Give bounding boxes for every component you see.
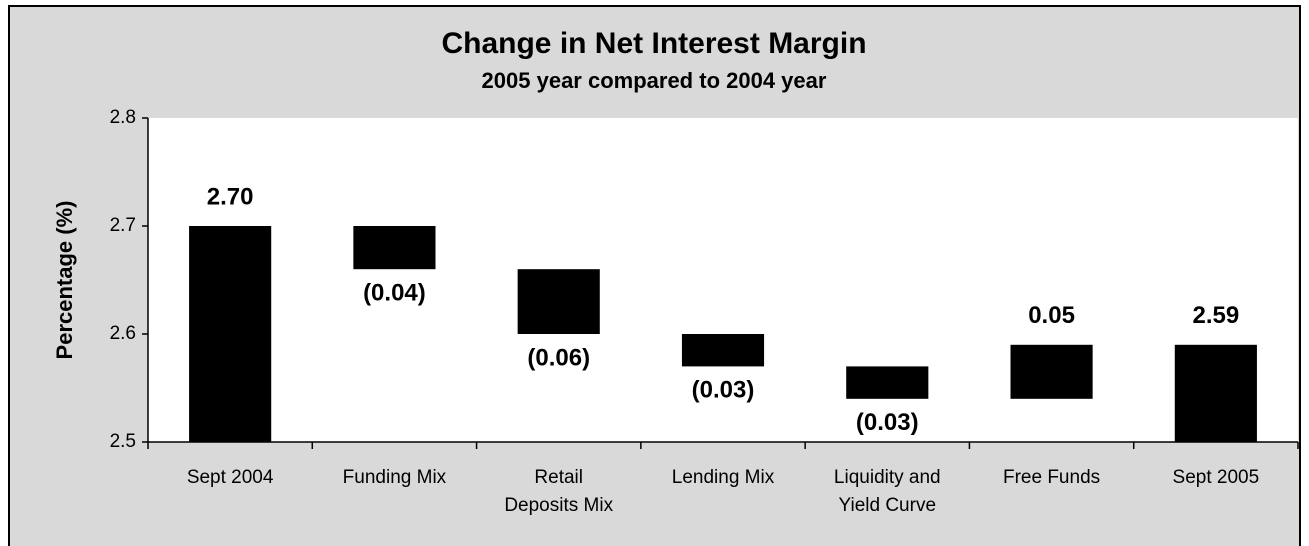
bar: [517, 269, 600, 334]
x-tick-label: Funding Mix: [342, 467, 447, 488]
y-tick-label: 2.5: [110, 431, 136, 452]
value-label: 2.59: [1192, 302, 1239, 329]
x-tick-label: Sept 2004: [186, 467, 274, 488]
bar: [353, 226, 436, 270]
y-tick-label: 2.7: [110, 215, 136, 236]
value-label: (0.03): [692, 377, 755, 404]
value-label: (0.03): [856, 409, 919, 436]
bar: [681, 334, 765, 367]
chart-title: Change in Net Interest Margin: [441, 27, 866, 60]
bar: [1174, 344, 1257, 442]
y-axis-label: Percentage (%): [52, 201, 77, 360]
chart-subtitle: 2005 year compared to 2004 year: [482, 68, 827, 93]
x-tick-label: Lending Mix: [671, 467, 775, 488]
value-label: 0.05: [1028, 302, 1075, 329]
bar: [189, 226, 272, 442]
bar: [846, 366, 929, 399]
x-tick-label: Free Funds: [1002, 467, 1101, 488]
value-label: 2.70: [207, 183, 254, 210]
plot-area: [148, 118, 1298, 442]
y-tick-label: 2.8: [110, 107, 136, 128]
value-label: (0.04): [363, 280, 426, 307]
bar: [1010, 344, 1093, 399]
y-tick-label: 2.6: [110, 323, 136, 344]
x-tick-label: Liquidity and Yield Curve: [833, 467, 941, 516]
x-tick-label: Sept 2005: [1172, 467, 1260, 488]
value-label: (0.06): [527, 344, 590, 371]
x-tick-label: Retail Deposits Mix: [504, 467, 614, 516]
